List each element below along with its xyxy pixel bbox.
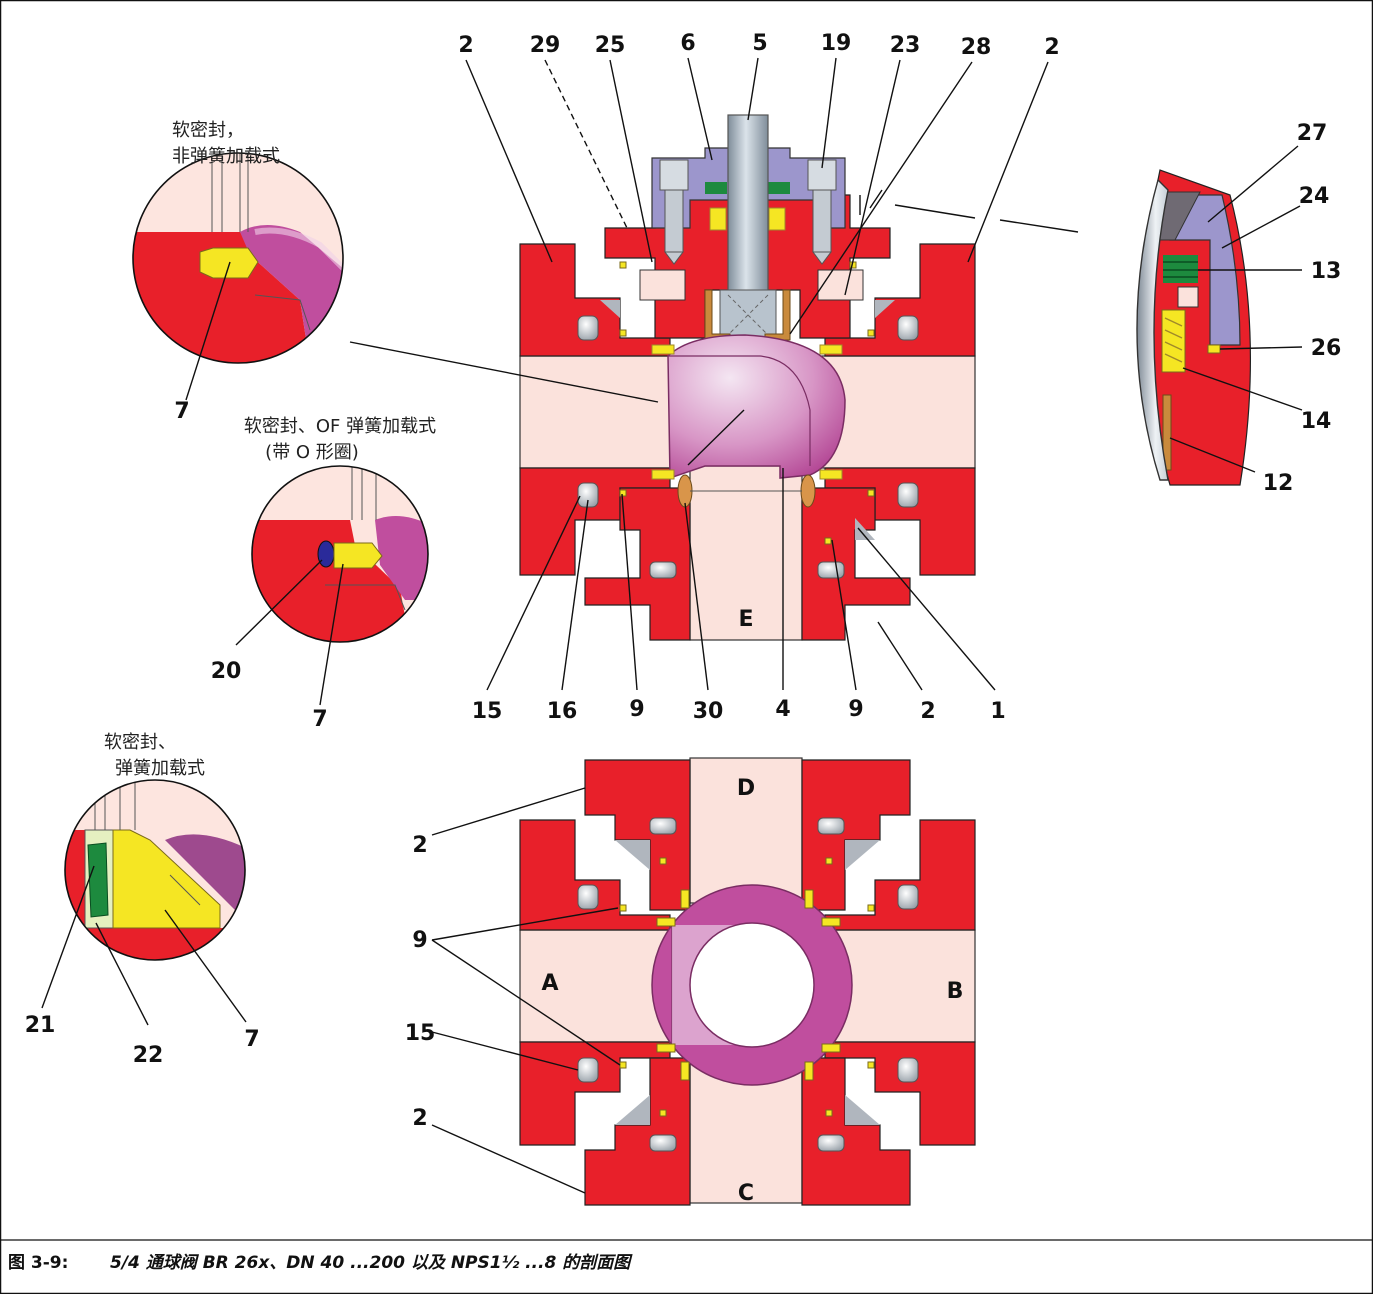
detail1-caption: 软密封， [172, 120, 244, 141]
detail3-caption: 弹簧加载式 [115, 758, 205, 779]
part-label: 15 [472, 699, 503, 724]
part-label: 9 [848, 697, 863, 722]
part-label: 7 [312, 707, 327, 732]
port-a-label: A [541, 971, 558, 996]
part-label: 7 [174, 399, 189, 424]
hex-bolt-icon [577, 817, 919, 1152]
part-label: 16 [547, 699, 578, 724]
part-label: 9 [629, 697, 644, 722]
detail2-caption: 软密封、OF 弹簧加载式 [244, 416, 436, 437]
top-valve-section [519, 114, 976, 641]
lower-left-housing [584, 487, 691, 641]
part-label: 5 [752, 31, 767, 56]
part-label: 12 [1263, 471, 1294, 496]
part-label: 2 [412, 833, 427, 858]
detail-soft-seal-of-spring [251, 465, 429, 643]
part-label: 2 [1044, 35, 1059, 60]
part-label: 23 [890, 33, 921, 58]
part-label: 14 [1301, 409, 1332, 434]
leader-lines [41, 57, 1303, 1194]
ball-icon [651, 884, 853, 1086]
part-label: 21 [25, 1013, 56, 1038]
part-label: 2 [458, 33, 473, 58]
part-label: 19 [821, 31, 852, 56]
part-label: 2 [920, 699, 935, 724]
part-label: 30 [693, 699, 724, 724]
part-label: 24 [1299, 184, 1330, 209]
part-label: 20 [211, 659, 242, 684]
hex-bolt-icon [659, 159, 689, 265]
port-c-label: C [738, 1181, 754, 1206]
part-label: 2 [412, 1106, 427, 1131]
bore-d [689, 757, 803, 904]
detail2-caption: (带 O 形圈) [265, 442, 359, 463]
part-label: 28 [961, 35, 992, 60]
part-label: 7 [244, 1027, 259, 1052]
part-label: 6 [680, 31, 695, 56]
right-detail-stem-seal [1136, 169, 1251, 486]
part-label: 29 [530, 33, 561, 58]
port-b-label: B [947, 979, 964, 1004]
ball-icon [667, 334, 846, 480]
part-label: 25 [595, 33, 626, 58]
figure-number: 图 3-9: [8, 1253, 68, 1273]
top-part-labels: 2 29 25 6 5 19 23 28 2 [458, 31, 1059, 60]
port-d-label: D [737, 776, 755, 801]
detail3-caption: 软密封、 [104, 732, 176, 753]
mid-part-labels: 15 16 9 30 4 9 2 1 [472, 697, 1006, 724]
part-label: 4 [775, 697, 790, 722]
detail-soft-seal-non-spring [132, 152, 344, 364]
right-flange-upper [824, 243, 976, 357]
figure-caption: 5/4 通球阀 BR 26x、DN 40 ...200 以及 NPS1½ ...… [110, 1253, 633, 1273]
part-label: 9 [412, 928, 427, 953]
left-flange-upper [519, 243, 671, 357]
right-part-labels: 27 24 13 26 14 12 [1263, 121, 1342, 496]
bottom-valve-section [519, 757, 976, 1206]
part-label: 15 [405, 1021, 436, 1046]
part-label: 26 [1311, 336, 1342, 361]
detail-soft-seal-spring [64, 779, 246, 961]
part-label: 22 [133, 1043, 164, 1068]
part-label: 13 [1311, 259, 1342, 284]
part-label: 1 [990, 699, 1005, 724]
hex-bolt-icon [577, 315, 919, 579]
detail1-caption: 非弹簧加载式 [172, 146, 280, 167]
port-e-label: E [738, 607, 753, 632]
lower-part-labels: 2 9 15 2 [405, 833, 436, 1131]
part-label: 27 [1297, 121, 1328, 146]
